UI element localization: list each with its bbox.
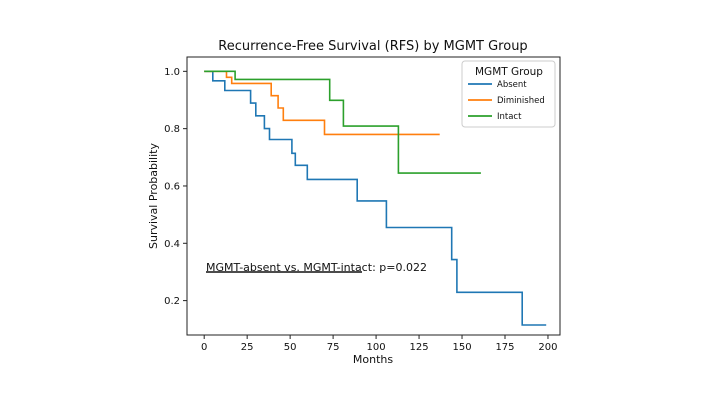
x-tick-label: 125: [410, 342, 429, 353]
series-line-intact: [204, 70, 481, 174]
legend-label-intact: Intact: [497, 112, 522, 122]
chart-title: Recurrence-Free Survival (RFS) by MGMT G…: [218, 39, 527, 54]
legend-entries: Absent Diminished Intact: [468, 80, 545, 122]
y-tick-label: 0.8: [164, 124, 180, 135]
x-tick-label: 200: [538, 342, 557, 353]
axes-layer: 0 25 50 75 100 125 150 175 200 0.2 0.4 0.6 0.8 1.0: [164, 67, 557, 353]
x-tick-label: 75: [327, 342, 340, 353]
legend-frame: [461, 60, 556, 128]
y-tick-label: 1.0: [164, 67, 180, 78]
x-tick-label: 0: [201, 342, 207, 353]
legend-title: MGMT Group: [475, 66, 543, 78]
p-value-annotation: MGMT-absent vs. MGMT-intact: p=0.022: [206, 261, 427, 274]
series-line-diminished: [204, 70, 440, 136]
y-axis-label: Survival Probability: [147, 143, 160, 249]
legend-label-diminished: Diminished: [497, 96, 545, 106]
x-tick-label: 50: [284, 342, 297, 353]
y-tick-label: 0.2: [164, 296, 180, 307]
x-tick-label: 25: [241, 342, 254, 353]
annotation-rest: : p=0.022: [372, 261, 427, 274]
x-tick-label: 150: [452, 342, 471, 353]
plot-area: [186, 56, 561, 336]
x-axis-label: Months: [353, 353, 393, 366]
y-tick-label: 0.4: [164, 239, 180, 250]
legend-label-absent: Absent: [497, 80, 527, 90]
series-line-absent: [204, 70, 547, 326]
y-tick-label: 0.6: [164, 181, 180, 192]
x-tick-label: 175: [495, 342, 514, 353]
series-layer: [204, 70, 547, 326]
legend: MGMT Group Absent Diminished Intact: [461, 60, 556, 128]
x-tick-label: 100: [367, 342, 386, 353]
annotation-underlined: MGMT-absent vs. MGMT-intact: [206, 261, 373, 274]
